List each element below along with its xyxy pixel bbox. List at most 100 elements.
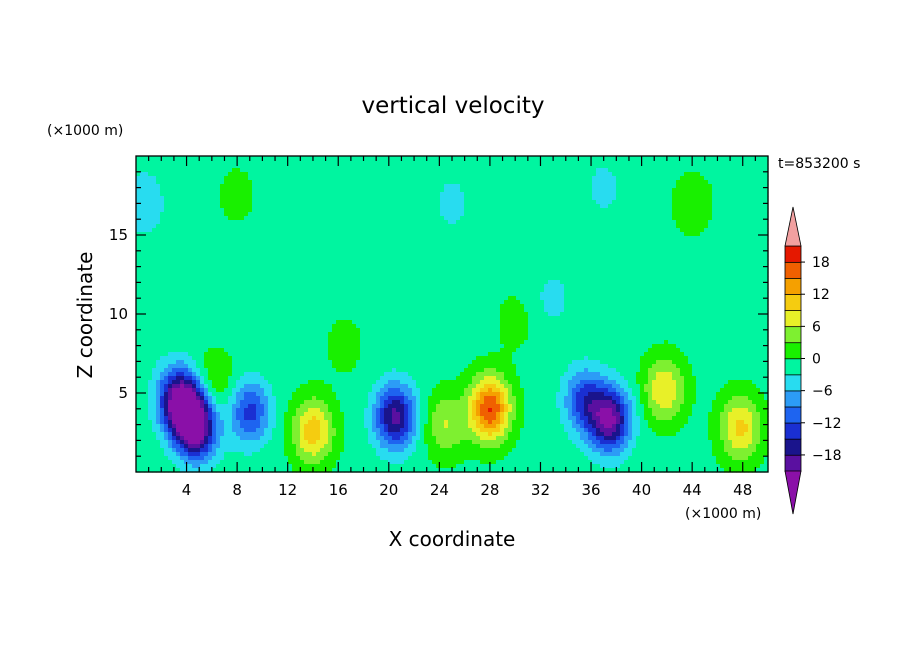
heatmap-cell bbox=[520, 268, 525, 273]
heatmap-cell bbox=[660, 204, 665, 209]
heatmap-cell bbox=[192, 228, 197, 233]
heatmap-cell bbox=[136, 180, 141, 185]
heatmap-cell bbox=[736, 244, 741, 249]
heatmap-cell bbox=[388, 196, 393, 201]
heatmap-cell bbox=[560, 160, 565, 165]
heatmap-cell bbox=[536, 204, 541, 209]
heatmap-cell bbox=[704, 240, 709, 245]
heatmap-cell bbox=[280, 244, 285, 249]
heatmap-cell bbox=[664, 264, 669, 269]
heatmap-cell bbox=[236, 260, 241, 265]
heatmap-cell bbox=[460, 228, 465, 233]
heatmap-cell bbox=[420, 160, 425, 165]
heatmap-cell bbox=[448, 228, 453, 233]
heatmap-cell bbox=[476, 224, 481, 229]
heatmap-cell bbox=[180, 260, 185, 265]
heatmap-cell bbox=[248, 200, 253, 205]
heatmap-cell bbox=[704, 216, 709, 221]
heatmap-cell bbox=[276, 200, 281, 205]
heatmap-cell bbox=[684, 164, 689, 169]
heatmap-cell bbox=[164, 184, 169, 189]
heatmap-cell bbox=[632, 224, 637, 229]
heatmap-cell bbox=[664, 200, 669, 205]
heatmap-cell bbox=[336, 228, 341, 233]
heatmap-cell bbox=[212, 204, 217, 209]
heatmap-cell bbox=[412, 180, 417, 185]
heatmap-cell bbox=[136, 212, 141, 217]
heatmap-cell bbox=[324, 232, 329, 237]
heatmap-cell bbox=[204, 216, 209, 221]
heatmap-cell bbox=[636, 212, 641, 217]
heatmap-cell bbox=[296, 240, 301, 245]
heatmap-cell bbox=[588, 220, 593, 225]
heatmap-cell bbox=[488, 192, 493, 197]
heatmap-cell bbox=[668, 180, 673, 185]
heatmap-cell bbox=[640, 188, 645, 193]
heatmap-cell bbox=[708, 256, 713, 261]
heatmap-cell bbox=[460, 212, 465, 217]
heatmap-cell bbox=[368, 172, 373, 177]
heatmap-cell bbox=[296, 248, 301, 253]
heatmap-cell bbox=[144, 188, 149, 193]
heatmap-cell bbox=[680, 248, 685, 253]
heatmap-cell bbox=[732, 208, 737, 213]
heatmap-cell bbox=[292, 264, 297, 269]
heatmap-cell bbox=[612, 208, 617, 213]
heatmap-cell bbox=[360, 188, 365, 193]
heatmap-cell bbox=[280, 160, 285, 165]
heatmap-cell bbox=[520, 272, 525, 277]
heatmap-cell bbox=[684, 204, 689, 209]
heatmap-cell bbox=[392, 204, 397, 209]
heatmap-cell bbox=[720, 212, 725, 217]
heatmap-cell bbox=[688, 244, 693, 249]
heatmap-cell bbox=[464, 172, 469, 177]
heatmap-cell bbox=[632, 168, 637, 173]
heatmap-cell bbox=[612, 248, 617, 253]
heatmap-cell bbox=[596, 168, 601, 173]
heatmap-cell bbox=[136, 276, 141, 281]
heatmap-cell bbox=[344, 180, 349, 185]
heatmap-cell bbox=[324, 252, 329, 257]
heatmap-cell bbox=[384, 280, 389, 285]
heatmap-cell bbox=[552, 220, 557, 225]
heatmap-cell bbox=[496, 236, 501, 241]
heatmap-cell bbox=[356, 192, 361, 197]
heatmap-cell bbox=[316, 224, 321, 229]
heatmap-cell bbox=[148, 232, 153, 237]
heatmap-cell bbox=[468, 192, 473, 197]
heatmap-cell bbox=[188, 168, 193, 173]
heatmap-cell bbox=[224, 168, 229, 173]
heatmap-cell bbox=[204, 256, 209, 261]
heatmap-cell bbox=[552, 224, 557, 229]
heatmap-cell bbox=[144, 204, 149, 209]
heatmap-cell bbox=[692, 276, 697, 281]
heatmap-cell bbox=[576, 268, 581, 273]
heatmap-cell bbox=[572, 212, 577, 217]
heatmap-cell bbox=[472, 232, 477, 237]
heatmap-cell bbox=[496, 168, 501, 173]
heatmap-cell bbox=[156, 264, 161, 269]
heatmap-cell bbox=[616, 176, 621, 181]
heatmap-cell bbox=[264, 208, 269, 213]
heatmap-cell bbox=[636, 224, 641, 229]
heatmap-cell bbox=[456, 172, 461, 177]
heatmap-cell bbox=[680, 164, 685, 169]
heatmap-cell bbox=[168, 204, 173, 209]
heatmap-cell bbox=[464, 180, 469, 185]
heatmap-cell bbox=[660, 200, 665, 205]
heatmap-cell bbox=[416, 248, 421, 253]
heatmap-cell bbox=[380, 228, 385, 233]
heatmap-cell bbox=[752, 212, 757, 217]
heatmap-cell bbox=[216, 280, 221, 285]
heatmap-cell bbox=[552, 236, 557, 241]
heatmap-cell bbox=[172, 224, 177, 229]
heatmap-cell bbox=[668, 220, 673, 225]
heatmap-cell bbox=[348, 176, 353, 181]
heatmap-cell bbox=[584, 244, 589, 249]
heatmap-cell bbox=[168, 268, 173, 273]
heatmap-cell bbox=[636, 268, 641, 273]
heatmap-cell bbox=[180, 236, 185, 241]
heatmap-cell bbox=[176, 172, 181, 177]
heatmap-cell bbox=[352, 280, 357, 285]
heatmap-cell bbox=[744, 204, 749, 209]
